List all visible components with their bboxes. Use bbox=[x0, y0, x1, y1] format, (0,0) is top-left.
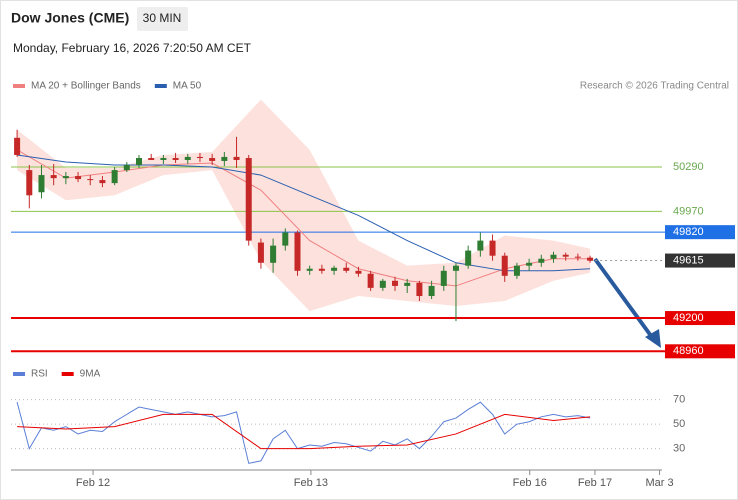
candle-body bbox=[148, 158, 155, 160]
legend-swatch bbox=[154, 84, 167, 88]
candle-body bbox=[245, 158, 252, 241]
x-tick-label: Feb 17 bbox=[578, 477, 612, 489]
candle-body bbox=[550, 254, 557, 259]
candle-body bbox=[404, 282, 411, 286]
y-tick-label: 30 bbox=[673, 443, 685, 455]
candle-body bbox=[75, 176, 82, 180]
candle-body bbox=[477, 240, 484, 251]
level-box bbox=[665, 253, 735, 268]
instrument-title: Dow Jones (CME) bbox=[11, 10, 129, 26]
x-tick-label: Feb 12 bbox=[76, 477, 110, 489]
candle-body bbox=[587, 257, 594, 261]
candle-body bbox=[343, 267, 350, 271]
candle-body bbox=[270, 245, 277, 263]
legend-swatch bbox=[61, 372, 74, 376]
candle-body bbox=[282, 232, 289, 246]
level-label: 49970 bbox=[673, 205, 704, 217]
x-tick-label: Feb 16 bbox=[513, 477, 547, 489]
candle-body bbox=[209, 158, 216, 161]
candle-body bbox=[465, 250, 472, 266]
candle-body bbox=[538, 258, 545, 263]
x-tick-label: Mar 3 bbox=[645, 477, 673, 489]
candle-body bbox=[26, 170, 33, 196]
level-box bbox=[665, 344, 735, 359]
candle-body bbox=[184, 156, 191, 160]
level-label: 48960 bbox=[673, 345, 704, 357]
candle-body bbox=[62, 176, 69, 179]
level-box bbox=[665, 225, 735, 240]
candle-body bbox=[160, 158, 167, 160]
legend-label: RSI bbox=[31, 369, 48, 380]
legend-label: MA 50 bbox=[173, 81, 202, 92]
y-tick-label: 70 bbox=[673, 394, 685, 406]
level-box bbox=[665, 311, 735, 326]
candle-body bbox=[221, 156, 228, 161]
candle-body bbox=[50, 175, 57, 179]
candle-body bbox=[99, 180, 106, 184]
legend-swatch bbox=[13, 84, 25, 88]
level-label: 50290 bbox=[673, 161, 704, 173]
candle-body bbox=[196, 156, 203, 159]
x-tick-label: Feb 13 bbox=[294, 477, 328, 489]
candle-body bbox=[501, 255, 508, 276]
candle-body bbox=[172, 158, 179, 160]
candle-body bbox=[489, 240, 496, 256]
candle-body bbox=[87, 179, 94, 181]
level-label: 49615 bbox=[673, 254, 704, 266]
indicator-line bbox=[17, 413, 591, 450]
candle-body bbox=[452, 265, 459, 271]
candle-body bbox=[513, 265, 520, 276]
candle-body bbox=[379, 280, 386, 288]
candle-body bbox=[526, 262, 533, 266]
legend-swatch bbox=[13, 372, 25, 376]
level-label: 49820 bbox=[673, 226, 704, 238]
candle-body bbox=[14, 137, 21, 155]
candle-body bbox=[294, 232, 301, 271]
candle-body bbox=[331, 267, 338, 271]
candle-body bbox=[574, 256, 581, 258]
candle-body bbox=[440, 270, 447, 286]
legend-label: 9MA bbox=[80, 369, 101, 380]
bollinger-band bbox=[17, 99, 591, 312]
indicator-line bbox=[16, 401, 591, 464]
interval-label[interactable]: 30 MIN bbox=[143, 11, 182, 25]
candle-body bbox=[355, 270, 362, 274]
candle-body bbox=[257, 242, 264, 263]
credit: Research © 2026 Trading Central bbox=[580, 81, 729, 92]
candle-body bbox=[306, 268, 313, 271]
candle-body bbox=[367, 273, 374, 288]
forecast-arrow bbox=[593, 257, 656, 342]
candle-body bbox=[562, 254, 569, 257]
candle-body bbox=[123, 164, 130, 171]
y-tick-label: 50 bbox=[673, 418, 685, 430]
candle-body bbox=[136, 158, 143, 165]
datetime: Monday, February 16, 2026 7:20:50 AM CET bbox=[13, 41, 252, 55]
candle-body bbox=[111, 170, 118, 184]
candle-body bbox=[428, 285, 435, 297]
candle-body bbox=[318, 268, 325, 271]
legend-label: MA 20 + Bollinger Bands bbox=[31, 81, 141, 92]
candle-body bbox=[38, 175, 45, 193]
interval-button[interactable] bbox=[137, 7, 188, 31]
candle-body bbox=[392, 280, 399, 286]
level-label: 49200 bbox=[673, 312, 704, 324]
candle-body bbox=[233, 156, 240, 160]
candle-body bbox=[416, 282, 423, 297]
forecast-arrowhead bbox=[645, 329, 661, 348]
